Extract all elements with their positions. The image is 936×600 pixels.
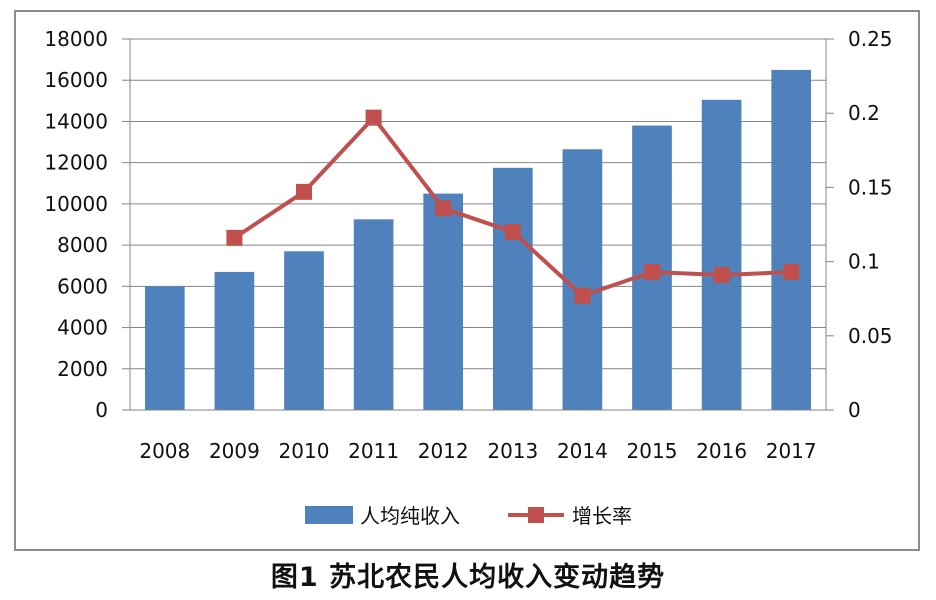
chart-frame — [14, 10, 920, 551]
x-axis-tick-label: 2015 — [627, 439, 678, 463]
growth-rate-marker — [435, 200, 452, 217]
growth-rate-marker — [296, 183, 312, 200]
left-axis-tick-label: 8000 — [57, 233, 108, 257]
left-axis-tick-label: 14000 — [44, 109, 108, 133]
left-axis-tick-label: 10000 — [44, 192, 108, 216]
bar — [214, 271, 255, 410]
bar — [701, 99, 742, 410]
bar — [771, 69, 812, 411]
left-axis-tick-label: 12000 — [44, 151, 108, 175]
left-axis-tick-label: 4000 — [57, 316, 108, 340]
growth-rate-marker — [365, 109, 382, 126]
x-axis-tick-label: 2017 — [766, 439, 817, 463]
growth-rate-marker — [644, 263, 660, 280]
figure-caption: 图1 苏北农民人均收入变动趋势 — [270, 562, 666, 593]
left-axis-tick-label: 18000 — [44, 27, 108, 51]
legend-bar-swatch — [305, 506, 353, 524]
growth-rate-marker — [574, 287, 591, 304]
growth-rate-marker — [504, 223, 521, 240]
growth-rate-marker — [783, 263, 800, 280]
right-axis-tick-label: 0.2 — [848, 101, 880, 125]
legend-label: 人均纯收入 — [360, 504, 460, 528]
x-axis-tick-label: 2009 — [209, 439, 260, 463]
x-axis-tick-label: 2010 — [279, 439, 330, 463]
x-axis-tick-label: 2008 — [139, 439, 190, 463]
right-axis-tick-label: 0.05 — [848, 324, 893, 348]
legend-label: 增长率 — [572, 504, 632, 528]
bar — [562, 149, 603, 410]
bar — [284, 251, 324, 410]
x-axis-tick-label: 2013 — [487, 439, 538, 463]
left-axis-tick-label: 16000 — [44, 68, 108, 92]
legend-line-marker — [528, 507, 544, 523]
bar — [423, 193, 464, 410]
left-axis-tick-label: 0 — [95, 398, 108, 422]
left-axis-tick-label: 2000 — [57, 357, 108, 381]
growth-rate-marker — [226, 229, 243, 246]
right-axis-tick-label: 0.25 — [848, 27, 893, 51]
right-axis-tick-label: 0 — [848, 398, 861, 422]
bar — [492, 167, 533, 410]
left-axis-tick-label: 6000 — [57, 274, 108, 298]
bar — [353, 219, 394, 410]
x-axis-tick-label: 2011 — [348, 439, 399, 463]
right-axis-tick-label: 0.15 — [848, 175, 893, 199]
right-axis-tick-label: 0.1 — [848, 250, 880, 274]
x-axis-tick-label: 2014 — [557, 439, 608, 463]
x-axis-tick-label: 2016 — [696, 439, 747, 463]
growth-rate-marker — [713, 266, 730, 283]
bar — [144, 286, 185, 410]
x-axis-tick-label: 2012 — [418, 439, 469, 463]
